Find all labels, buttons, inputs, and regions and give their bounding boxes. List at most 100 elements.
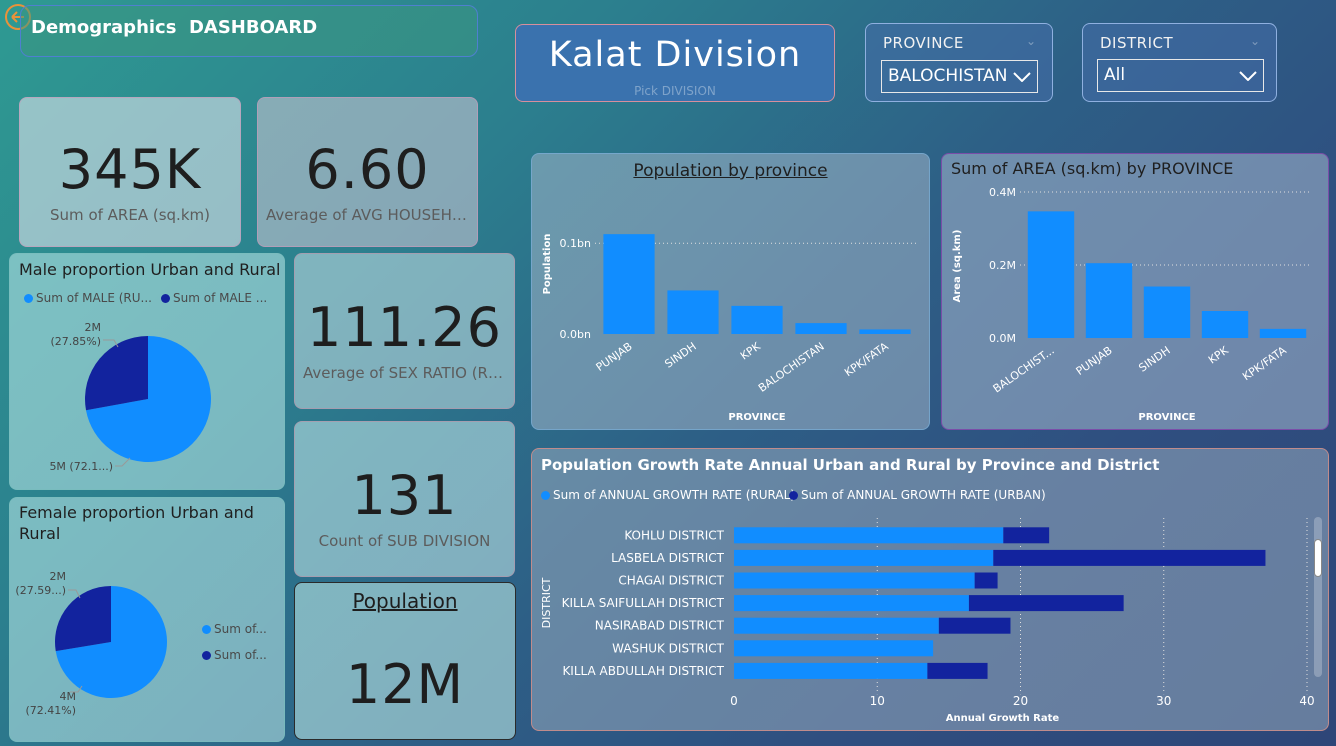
- female-pie-chart[interactable]: 4M(72.41%) 2M(27.59...): [10, 498, 286, 743]
- y-axis-label: DISTRICT: [540, 577, 553, 628]
- area-province-card[interactable]: Sum of AREA (sq.km) by PROVINCE 0.0M 0.2M…: [941, 153, 1329, 430]
- province-dropdown[interactable]: BALOCHISTAN: [881, 60, 1038, 93]
- x-tick-label: SINDH: [1136, 344, 1172, 375]
- bar[interactable]: [603, 234, 655, 334]
- kpi-sex-ratio-label: Average of SEX RATIO (RURAL): [303, 364, 514, 382]
- bar-segment[interactable]: [938, 617, 1011, 634]
- area-province-chart[interactable]: 0.0M 0.2M 0.4M BALOCHIST... PUNJAB SINDH KPK KP…: [942, 154, 1330, 431]
- x-tick-label: KPK: [738, 339, 763, 362]
- x-tick-label: KPK/FATA: [842, 340, 891, 380]
- x-tick-label: 30: [1156, 694, 1171, 708]
- bar-segment[interactable]: [734, 572, 975, 589]
- pie-slice[interactable]: [55, 586, 167, 698]
- pie-slice[interactable]: [86, 336, 212, 462]
- kpi-household-card[interactable]: 6.60 Average of AVG HOUSEHOLD SIZE: [257, 97, 478, 247]
- district-slicer[interactable]: DISTRICT ⌄ All: [1082, 23, 1277, 102]
- chevron-down-icon: [1013, 72, 1031, 82]
- x-tick-label: KPK/FATA: [1240, 344, 1289, 384]
- female-pie-card[interactable]: Female proportion Urban and Rural Sum of…: [9, 497, 285, 742]
- pie-data-label: 4M: [60, 690, 77, 703]
- y-axis-label: Area (sq.km): [952, 230, 963, 303]
- male-pie-title: Male proportion Urban and Rural: [19, 260, 281, 279]
- province-dropdown-value: BALOCHISTAN: [888, 66, 1008, 86]
- bar-segment[interactable]: [734, 662, 928, 679]
- division-title-box[interactable]: Kalat Division Pick DIVISION: [515, 24, 835, 102]
- kpi-subdivision-card[interactable]: 131 Count of SUB DIVISION: [294, 421, 515, 577]
- x-tick-label: KPK: [1206, 343, 1231, 366]
- bar[interactable]: [731, 305, 783, 334]
- bar-segment[interactable]: [927, 662, 988, 679]
- pie-slice[interactable]: [85, 336, 148, 411]
- legend-female-rural: Sum of...: [202, 622, 267, 636]
- bar-segment[interactable]: [734, 549, 994, 566]
- bar-segment[interactable]: [734, 595, 969, 612]
- district-dropdown[interactable]: All: [1097, 59, 1264, 92]
- bar[interactable]: [667, 290, 719, 334]
- bar[interactable]: [1027, 211, 1075, 338]
- growth-rate-card[interactable]: Population Growth Rate Annual Urban and …: [531, 448, 1329, 731]
- pie-data-label: (27.85%): [50, 335, 101, 348]
- chevron-down-icon[interactable]: ⌄: [1249, 34, 1260, 48]
- pop-province-card[interactable]: Population by province 0.0bn 0.1bn PUNJAB S…: [531, 153, 930, 430]
- kpi-area-value: 345K: [58, 138, 202, 201]
- bar[interactable]: [1201, 310, 1249, 338]
- legend-growth-rural: Sum of ANNUAL GROWTH RATE (RURAL): [541, 488, 795, 502]
- division-title: Kalat Division: [548, 35, 802, 75]
- division-subtitle: Pick DIVISION: [634, 84, 716, 98]
- y-tick-label: 0.0M: [989, 332, 1016, 345]
- pie-data-label: (72.41%): [25, 704, 76, 717]
- kpi-household-value: 6.60: [305, 138, 430, 201]
- x-axis-label: PROVINCE: [728, 412, 785, 423]
- kpi-sex-ratio-card[interactable]: 111.26 Average of SEX RATIO (RURAL): [294, 253, 515, 409]
- pie-data-label: (27.59...): [15, 584, 66, 597]
- pie-data-label: 2M: [85, 321, 102, 334]
- pie-leader-line: [68, 589, 81, 599]
- y-tick-label: 0.1bn: [560, 237, 591, 250]
- pie-data-label: 2M: [50, 570, 67, 583]
- x-tick-label: SINDH: [662, 340, 698, 371]
- x-axis-label: Annual Growth Rate: [946, 713, 1060, 724]
- pop-province-title: Population by province: [633, 161, 828, 181]
- bar-segment[interactable]: [734, 640, 934, 657]
- kpi-area-card[interactable]: 345K Sum of AREA (sq.km): [19, 97, 241, 247]
- bar-segment[interactable]: [993, 549, 1266, 566]
- bar-segment[interactable]: [734, 617, 939, 634]
- pie-slice[interactable]: [55, 586, 111, 652]
- bar[interactable]: [1143, 286, 1191, 338]
- kpi-population-card[interactable]: Population 12M: [294, 582, 516, 740]
- province-slicer-title: PROVINCE: [883, 34, 964, 52]
- bar[interactable]: [859, 329, 911, 334]
- legend-male-rural: Sum of MALE (RU...: [24, 291, 152, 305]
- bar[interactable]: [1259, 328, 1307, 338]
- pie-data-label: 5M (72.1...): [49, 460, 113, 473]
- pie-leader-line: [115, 457, 131, 467]
- district-dropdown-value: All: [1104, 65, 1126, 85]
- bar[interactable]: [1085, 263, 1133, 338]
- x-tick-label: BALOCHIST...: [991, 344, 1057, 396]
- male-pie-card[interactable]: Male proportion Urban and Rural Sum of M…: [9, 253, 285, 490]
- scrollbar-thumb[interactable]: [1314, 539, 1322, 577]
- province-slicer[interactable]: PROVINCE ⌄ BALOCHISTAN: [865, 23, 1053, 102]
- chevron-down-icon[interactable]: ⌄: [1025, 34, 1036, 48]
- bar-segment[interactable]: [734, 527, 1004, 544]
- y-tick-label: KILLA ABDULLAH DISTRICT: [562, 664, 724, 678]
- scrollbar[interactable]: [1314, 517, 1322, 677]
- bar-segment[interactable]: [1003, 527, 1050, 544]
- legend-growth-urban: Sum of ANNUAL GROWTH RATE (URBAN): [789, 488, 1046, 502]
- dashboard-title-box: Demographics DASHBOARD: [20, 5, 478, 57]
- bar-segment[interactable]: [974, 572, 998, 589]
- kpi-subdivision-value: 131: [351, 464, 458, 527]
- y-tick-label: 0.4M: [989, 186, 1016, 199]
- kpi-sex-ratio-value: 111.26: [307, 296, 502, 359]
- kpi-area-label: Sum of AREA (sq.km): [50, 206, 210, 224]
- growth-rate-chart[interactable]: 0 10 20 30 40 KOHLU DISTRICT LASBELA DISTRICT C…: [532, 449, 1330, 732]
- female-pie-title: Female proportion Urban and Rural: [19, 503, 254, 543]
- male-pie-chart[interactable]: 5M (72.1...) 2M(27.85%): [10, 254, 286, 491]
- x-tick-label: PUNJAB: [1074, 344, 1115, 378]
- x-tick-label: PUNJAB: [594, 340, 635, 374]
- y-axis-label: Population: [542, 234, 553, 295]
- bar-segment[interactable]: [968, 595, 1124, 612]
- bar[interactable]: [795, 323, 847, 334]
- y-tick-label: NASIRABAD DISTRICT: [595, 619, 725, 633]
